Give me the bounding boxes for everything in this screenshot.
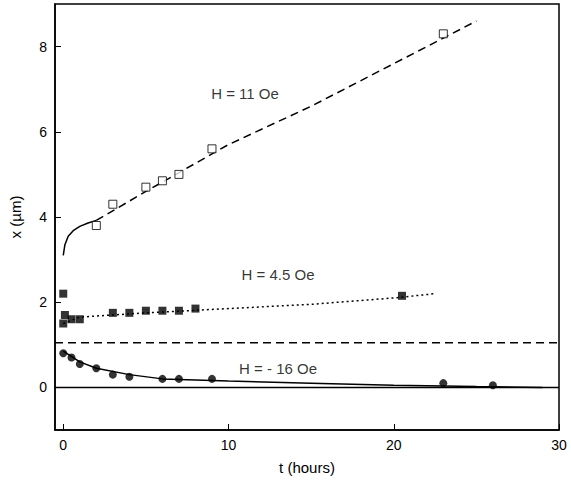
svg-text:H = 4.5 Oe: H = 4.5 Oe <box>242 266 315 283</box>
svg-text:8: 8 <box>39 39 47 55</box>
svg-text:H = 11 Oe: H = 11 Oe <box>211 85 279 102</box>
svg-text:30: 30 <box>551 437 567 453</box>
svg-text:4: 4 <box>39 209 47 225</box>
svg-text:20: 20 <box>386 437 402 453</box>
svg-text:0: 0 <box>39 379 47 395</box>
svg-text:6: 6 <box>39 124 47 140</box>
svg-text:t (hours): t (hours) <box>279 459 335 476</box>
svg-text:2: 2 <box>39 294 47 310</box>
svg-text:0: 0 <box>59 437 67 453</box>
svg-text:H = - 16 Oe: H = - 16 Oe <box>239 360 317 377</box>
svg-text:x (µm): x (µm) <box>7 196 24 239</box>
svg-text:10: 10 <box>221 437 237 453</box>
